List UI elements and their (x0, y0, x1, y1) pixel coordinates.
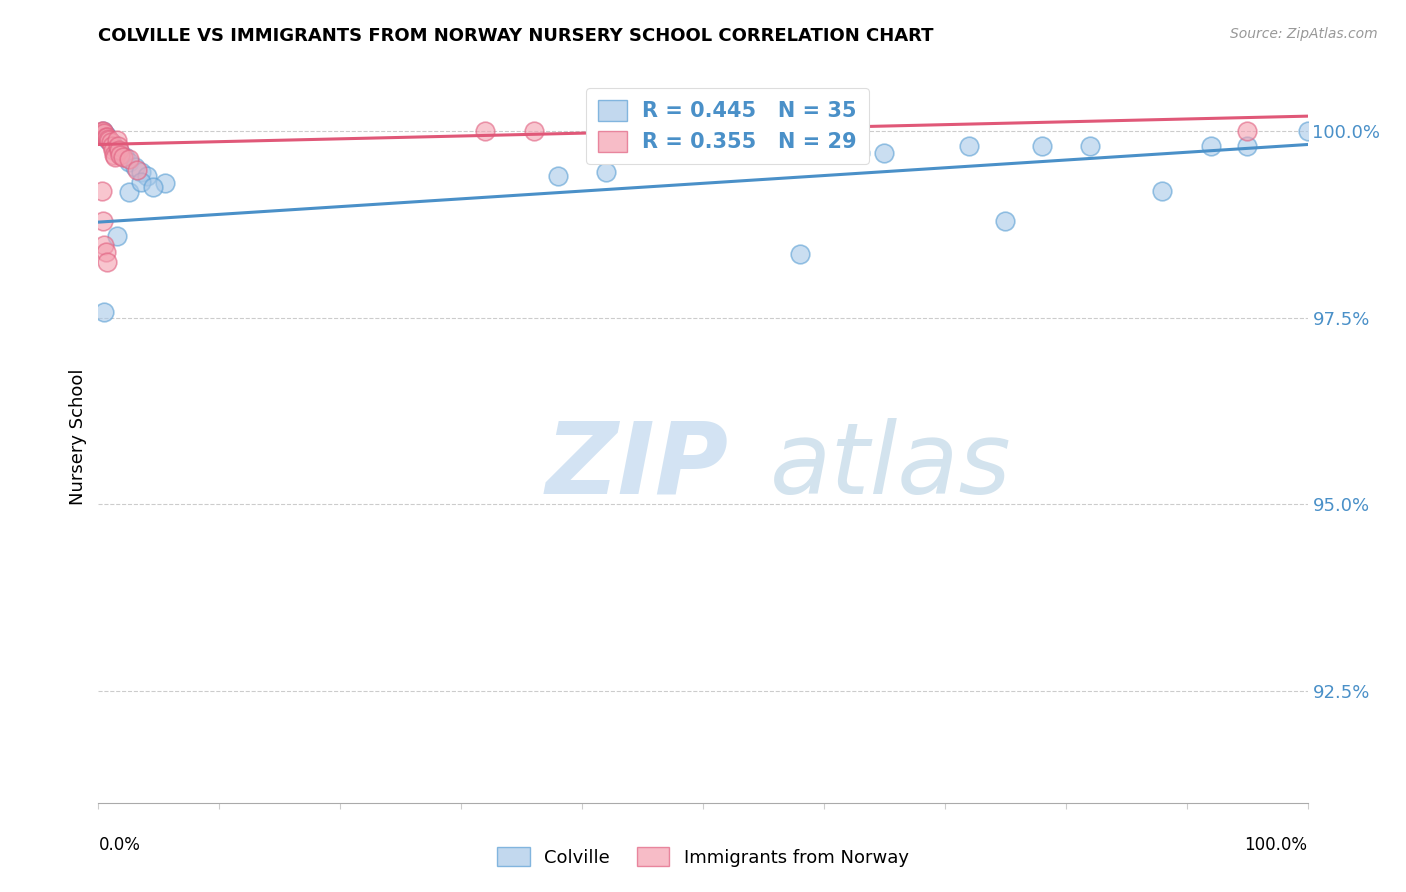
Point (91, 184, 114, 198)
Point (91, 213, 114, 227)
Legend: R = 0.445   N = 35, R = 0.355   N = 29: R = 0.445 N = 35, R = 0.355 N = 29 (586, 88, 869, 164)
Point (103, 148, 125, 162)
Point (111, 150, 134, 164)
Text: 100.0%: 100.0% (1244, 836, 1308, 854)
Point (118, 186, 141, 200)
Point (135, 169, 157, 183)
Text: 0.0%: 0.0% (98, 836, 141, 854)
Point (849, 146, 872, 161)
Point (789, 247, 811, 261)
Point (129, 165, 152, 179)
Point (93, 304, 115, 318)
Point (957, 139, 980, 153)
Point (595, 165, 617, 179)
Point (100, 135, 122, 149)
Point (93, 237, 115, 252)
Point (1078, 139, 1101, 153)
Point (94, 130, 117, 145)
Point (91, 126, 114, 140)
Point (94, 244, 117, 259)
Point (89, 126, 111, 140)
Point (142, 180, 165, 194)
Text: COLVILLE VS IMMIGRANTS FROM NORWAY NURSERY SCHOOL CORRELATION CHART: COLVILLE VS IMMIGRANTS FROM NORWAY NURSE… (98, 27, 934, 45)
Point (105, 228, 128, 243)
Point (1236, 124, 1258, 138)
Point (153, 177, 176, 191)
Point (1199, 139, 1222, 153)
Point (124, 160, 146, 174)
Point (96, 130, 118, 145)
Text: atlas: atlas (769, 417, 1011, 515)
Point (101, 137, 124, 152)
Point (873, 146, 896, 161)
Point (104, 150, 127, 164)
Point (91, 124, 114, 138)
Point (108, 143, 131, 157)
Point (98, 133, 121, 147)
Point (101, 143, 124, 157)
Point (547, 169, 569, 183)
Point (1152, 184, 1174, 198)
Point (97, 133, 120, 147)
Point (107, 139, 129, 153)
Point (994, 213, 1017, 227)
Text: ZIP: ZIP (546, 417, 728, 515)
Point (93, 126, 115, 140)
Point (474, 124, 496, 138)
Point (100, 135, 122, 149)
Point (1031, 139, 1053, 153)
Point (118, 155, 141, 169)
Point (1236, 139, 1258, 153)
Point (93, 126, 115, 140)
Text: Source: ZipAtlas.com: Source: ZipAtlas.com (1230, 27, 1378, 41)
Point (96, 254, 118, 268)
Point (90, 126, 112, 140)
Point (127, 162, 149, 177)
Point (100, 139, 122, 153)
Point (114, 150, 136, 164)
Point (105, 143, 128, 157)
Point (105, 133, 128, 147)
Point (1296, 124, 1319, 138)
Point (90, 126, 112, 140)
Point (91, 124, 114, 138)
Point (108, 148, 131, 162)
Point (129, 175, 152, 189)
Y-axis label: Nursery School: Nursery School (69, 368, 87, 506)
Point (108, 146, 131, 161)
Point (523, 124, 546, 138)
Point (96, 130, 118, 145)
Point (118, 153, 141, 167)
Point (94, 128, 117, 142)
Point (91, 124, 114, 138)
Legend: Colville, Immigrants from Norway: Colville, Immigrants from Norway (489, 840, 917, 874)
Point (97, 131, 120, 145)
